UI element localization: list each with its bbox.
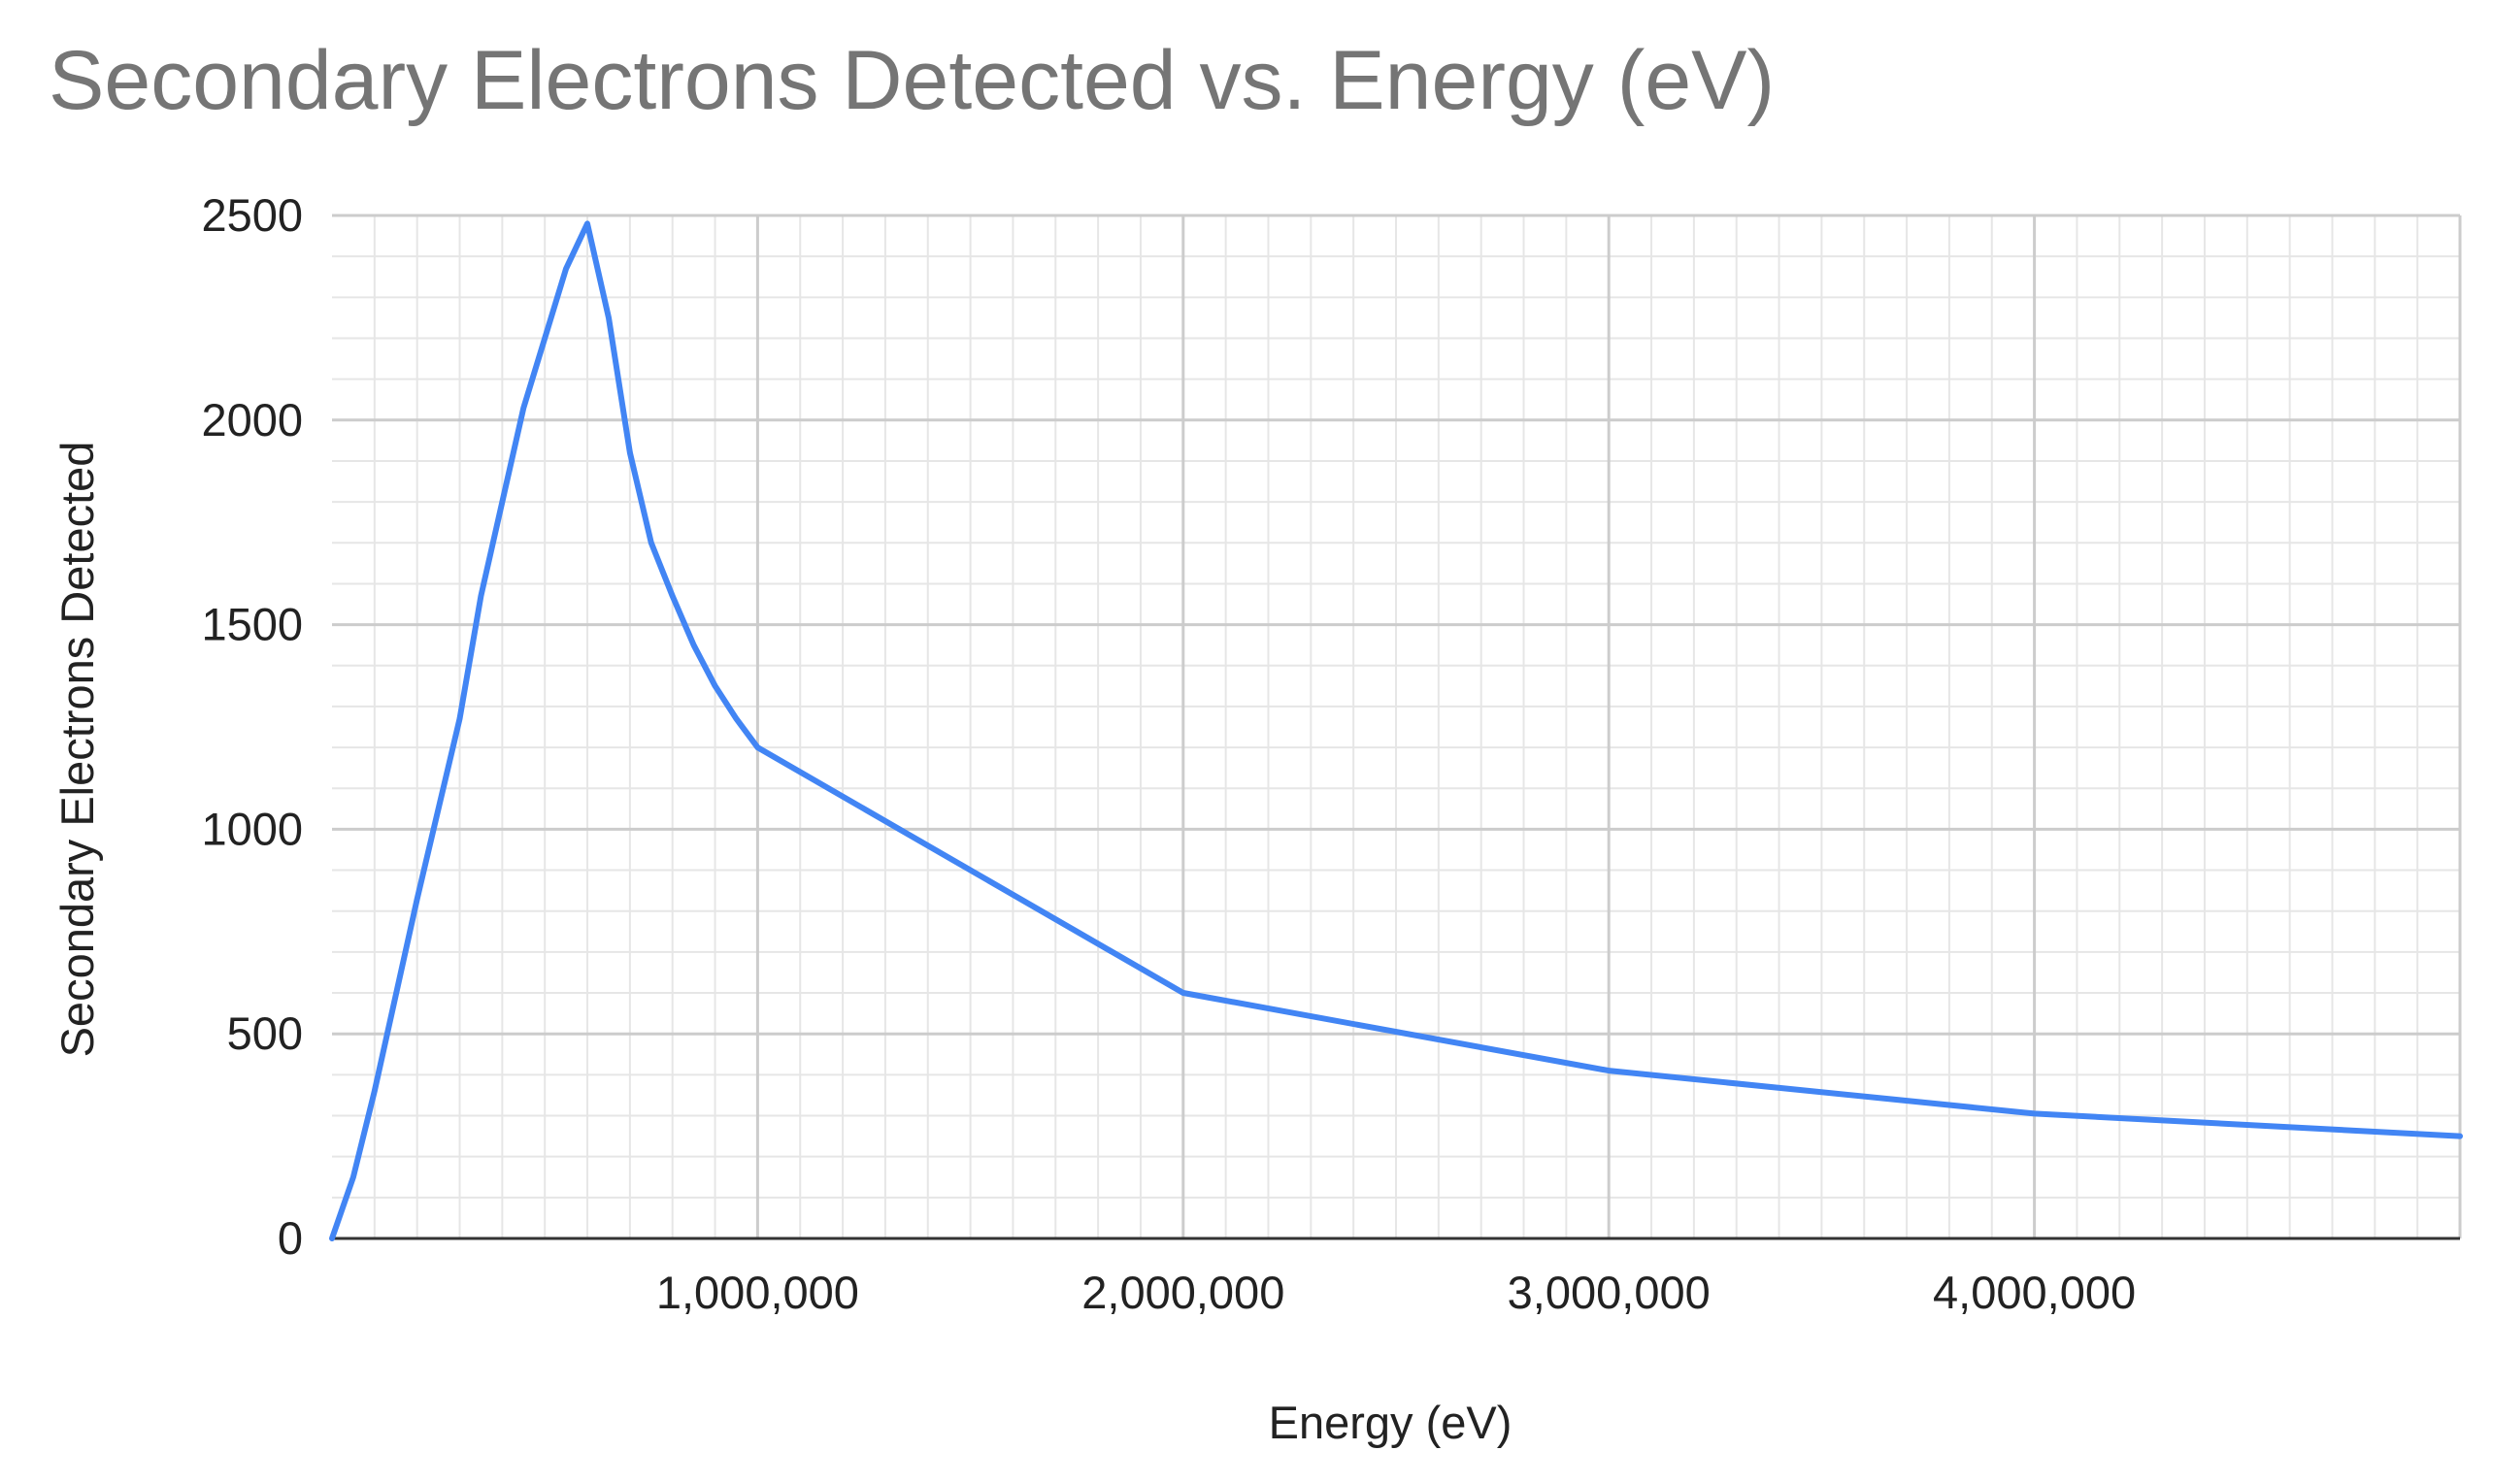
y-tick-label: 1500 — [201, 599, 303, 650]
y-tick-label: 2000 — [201, 394, 303, 445]
y-tick-label: 500 — [227, 1007, 303, 1059]
series-line — [329, 220, 2463, 1241]
x-tick-label: 1,000,000 — [656, 1267, 859, 1318]
y-axis-title: Secondary Electrons Detected — [51, 442, 103, 1058]
x-tick-label: 4,000,000 — [1933, 1267, 2136, 1318]
x-axis-title: Energy (eV) — [1269, 1397, 1512, 1448]
y-tick-label: 2500 — [201, 189, 303, 241]
tick-labels: 1,000,000 2,000,000 3,000,000 4,000,000 0 500… — [201, 189, 2136, 1318]
x-tick-label: 2,000,000 — [1081, 1267, 1284, 1318]
chart-title: Secondary Electrons Detected vs. Energy … — [49, 34, 1775, 127]
gridlines — [332, 214, 2462, 1238]
y-tick-label: 0 — [278, 1212, 303, 1264]
series-layer — [329, 220, 2463, 1241]
x-tick-label: 3,000,000 — [1508, 1267, 1711, 1318]
y-tick-label: 1000 — [201, 803, 303, 854]
